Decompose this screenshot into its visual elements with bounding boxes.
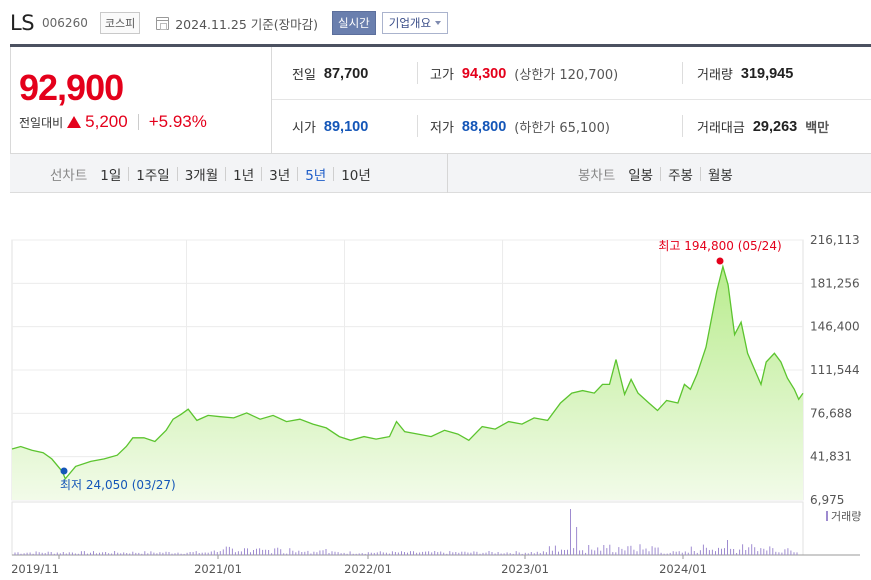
period-separator: [699, 166, 701, 181]
volume-legend: 거래량: [831, 510, 861, 523]
price-area: [12, 266, 803, 500]
min-annotation: 최저 24,050 (03/27): [60, 478, 176, 492]
trade-value-label: 거래대금: [697, 121, 745, 136]
stock-header: LS 006260 코스피 2024.11.25 기준(장마감) 실시간 기업개…: [10, 8, 449, 38]
chevron-down-icon: [435, 21, 442, 25]
open-metric: 시가 89,100: [292, 100, 368, 153]
prev-close-value: 87,700: [323, 65, 369, 82]
upper-limit: (상한가 120,700): [514, 68, 619, 83]
x-tick-label: 2021/01: [194, 562, 242, 576]
price-chart: 216,113 181,256 146,400 111,544 76,688 41,831…: [11, 233, 861, 576]
candle-weekly[interactable]: 주봉: [668, 167, 693, 184]
period-selector: 선차트 1일 1주일 3개월 1년 3년 5년 10년 봉차트 일봉 주봉 월봉: [10, 154, 871, 193]
x-tick-label: 2019/11: [11, 562, 59, 576]
y-tick-label: 41,831: [810, 450, 852, 464]
y-tick-label: 76,688: [810, 406, 852, 420]
volume-label: 거래량: [697, 68, 733, 83]
high-metric: 고가 94,300 (상한가 120,700): [430, 47, 618, 100]
max-annotation: 최고 194,800 (05/24): [658, 239, 781, 253]
period-separator: [225, 166, 227, 181]
company-name: LS: [10, 11, 35, 35]
candle-chart-label: 봉차트: [578, 167, 616, 184]
price-line: [11, 263, 804, 481]
min-point-marker: [60, 467, 68, 475]
open-value: 89,100: [323, 118, 369, 135]
quote-summary: 92,900 전일대비 5,200 +5.93% 전일 87,700 고가 94…: [10, 47, 871, 154]
candle-daily[interactable]: 일봉: [628, 167, 654, 184]
line-chart-label: 선차트: [50, 167, 88, 184]
period-10y[interactable]: 10년: [341, 167, 371, 184]
price-panel: 92,900 전일대비 5,200 +5.93%: [10, 47, 272, 153]
up-arrow-icon: [67, 116, 82, 128]
metric-divider: [682, 62, 683, 84]
market-badge: 코스피: [99, 12, 141, 34]
change-label: 전일대비: [19, 115, 64, 130]
period-1y[interactable]: 1년: [233, 167, 255, 184]
change-percent: +5.93%: [148, 112, 207, 131]
y-tick-label: 6,975: [810, 493, 844, 507]
y-tick-label: 181,256: [810, 276, 860, 290]
volume-value: 319,945: [740, 65, 794, 82]
period-separator: [261, 166, 263, 181]
price-change: 전일대비 5,200 +5.93%: [19, 112, 207, 132]
metric-divider: [417, 115, 418, 137]
low-label: 저가: [430, 121, 454, 136]
period-divider: [447, 154, 448, 193]
realtime-button[interactable]: 실시간: [332, 11, 376, 35]
stock-code: 006260: [42, 16, 88, 30]
y-axis-labels: 216,113 181,256 146,400 111,544 76,688 41,831…: [810, 233, 860, 507]
y-tick-label: 216,113: [810, 233, 860, 247]
line-chart-periods: 선차트 1일 1주일 3개월 1년 3년 5년 10년: [50, 154, 378, 193]
prev-close-label: 전일: [292, 68, 316, 83]
period-separator: [333, 166, 335, 181]
calendar-icon: [156, 16, 170, 30]
low-metric: 저가 88,800 (하한가 65,100): [430, 100, 610, 153]
period-separator: [660, 166, 662, 181]
period-1d[interactable]: 1일: [100, 167, 122, 184]
period-1w[interactable]: 1주일: [136, 167, 170, 184]
metrics-row-1: 전일 87,700 고가 94,300 (상한가 120,700) 거래량 31…: [272, 47, 871, 100]
company-overview-label: 기업개요: [388, 16, 432, 30]
period-5y[interactable]: 5년: [305, 167, 327, 184]
metric-divider: [417, 62, 418, 84]
period-3m[interactable]: 3개월: [184, 167, 219, 184]
metric-divider: [682, 115, 683, 137]
prev-close-metric: 전일 87,700: [292, 47, 368, 100]
low-value: 88,800: [461, 118, 507, 135]
company-overview-button[interactable]: 기업개요: [381, 12, 449, 34]
x-axis-labels: 2019/11 2021/01 2022/01 2023/01 2024/01: [11, 555, 707, 576]
trade-value-metric: 거래대금 29,263 백만: [697, 100, 829, 153]
max-point-marker: [716, 257, 724, 265]
current-price: 92,900: [19, 67, 124, 108]
x-tick-label: 2024/01: [659, 562, 707, 576]
period-3y[interactable]: 3년: [269, 167, 291, 184]
period-separator: [176, 166, 178, 181]
quote-metrics: 전일 87,700 고가 94,300 (상한가 120,700) 거래량 31…: [272, 47, 871, 153]
quote-date: 2024.11.25 기준(장마감): [175, 16, 319, 32]
metrics-row-2: 시가 89,100 저가 88,800 (하한가 65,100) 거래대금 29…: [272, 100, 871, 153]
x-tick-label: 2022/01: [344, 562, 392, 576]
period-separator: [297, 166, 299, 181]
x-tick-label: 2023/01: [501, 562, 549, 576]
header-divider: [10, 44, 871, 47]
trade-value-unit: 백만: [805, 121, 830, 136]
high-value: 94,300: [461, 65, 507, 82]
candle-chart-periods: 봉차트 일봉 주봉 월봉: [578, 154, 740, 193]
volume-metric: 거래량 319,945: [697, 47, 793, 100]
volume-frame: [11, 501, 804, 556]
volume-legend-swatch: [826, 511, 828, 521]
change-separator: [137, 114, 139, 130]
open-label: 시가: [292, 121, 316, 136]
lower-limit: (하한가 65,100): [514, 121, 610, 136]
volume-bars: [11, 501, 860, 556]
y-tick-label: 111,544: [810, 363, 860, 377]
period-separator: [128, 166, 130, 181]
trade-value: 29,263: [752, 118, 798, 135]
candle-monthly[interactable]: 월봉: [707, 167, 733, 184]
y-tick-label: 146,400: [810, 320, 860, 334]
change-value: 5,200: [85, 112, 128, 131]
high-label: 고가: [430, 68, 454, 83]
